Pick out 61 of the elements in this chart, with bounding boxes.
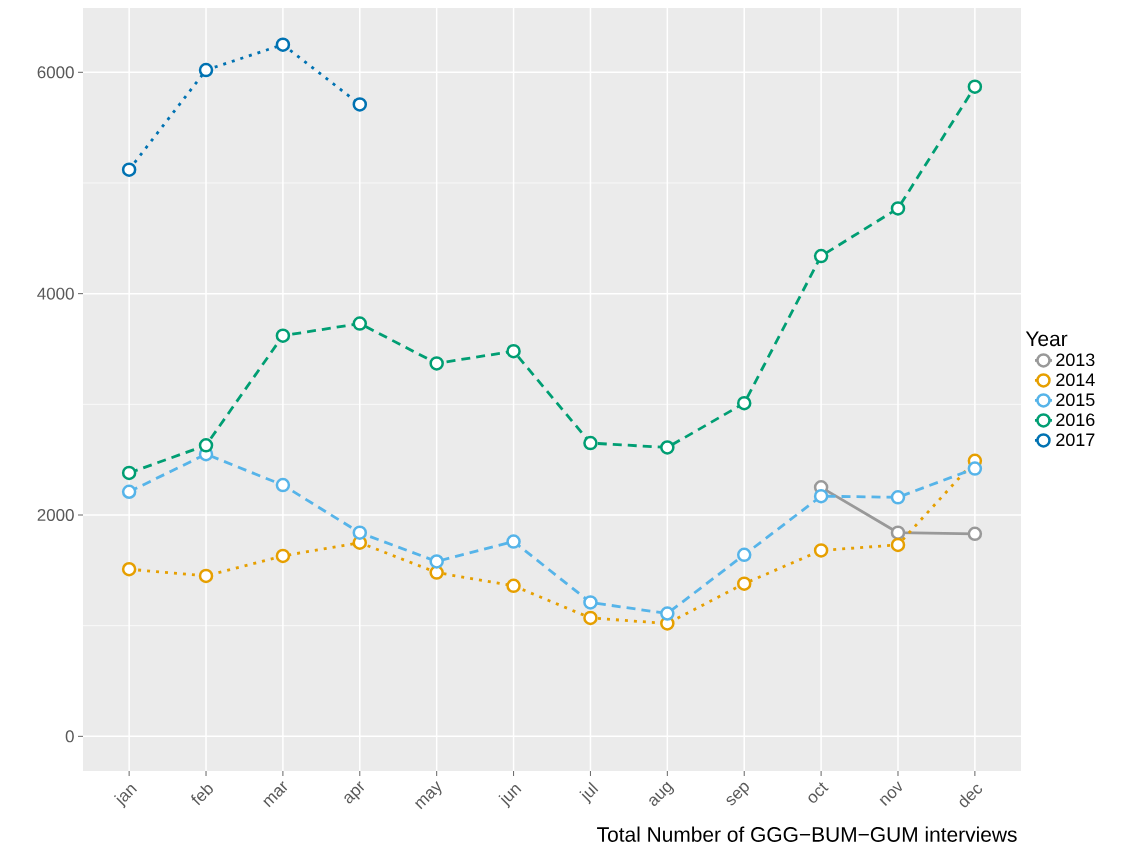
point xyxy=(967,526,983,542)
point xyxy=(890,525,906,540)
point xyxy=(121,162,137,177)
point xyxy=(967,461,983,476)
point xyxy=(275,328,291,343)
x-tick-label: jul xyxy=(579,781,599,805)
x-tick-label: aug xyxy=(649,781,675,807)
point xyxy=(429,565,444,580)
legend-label: 2017 xyxy=(1056,433,1095,447)
point xyxy=(275,477,291,493)
x-tick-label: apr xyxy=(344,781,365,804)
x-tick-label: mar xyxy=(263,781,288,808)
legend-title: Year xyxy=(1025,331,1068,347)
x-tick-label: sep xyxy=(726,782,749,806)
legend-label: 2013 xyxy=(1056,353,1095,367)
point xyxy=(813,488,829,504)
point xyxy=(583,595,598,610)
point xyxy=(121,484,137,500)
point xyxy=(736,547,752,563)
point xyxy=(352,316,368,331)
point xyxy=(660,440,675,455)
point xyxy=(813,248,829,264)
point xyxy=(660,606,675,621)
y-tick-label: 0 xyxy=(65,730,74,743)
x-tick-label: jan xyxy=(113,785,138,809)
x-tick-label: feb xyxy=(191,785,213,806)
y-tick-label: 4000 xyxy=(37,287,74,300)
point xyxy=(736,576,752,591)
x-tick-label: oct xyxy=(808,782,829,803)
legend-label: 2014 xyxy=(1056,373,1095,387)
point xyxy=(736,395,752,411)
x-tick-label: dec xyxy=(959,784,983,808)
legend-label: 2015 xyxy=(1056,393,1095,407)
point xyxy=(121,561,137,577)
x-tick-label: nov xyxy=(879,781,903,806)
y-tick-label: 2000 xyxy=(37,509,74,522)
x-axis-title: Total Number of GGG−BUM−GUM interviews xyxy=(597,826,1017,842)
point xyxy=(429,554,444,569)
point xyxy=(583,610,598,626)
point xyxy=(198,438,214,453)
point xyxy=(890,490,906,505)
point xyxy=(890,537,906,553)
point xyxy=(506,578,521,594)
point xyxy=(352,97,368,112)
point xyxy=(275,37,291,52)
point xyxy=(506,534,521,549)
x-tick-label: jun xyxy=(498,785,522,809)
legend-label: 2016 xyxy=(1056,413,1095,427)
point xyxy=(890,201,906,216)
y-tick-label: 6000 xyxy=(37,66,74,79)
point xyxy=(506,343,521,359)
point xyxy=(198,62,214,78)
point xyxy=(121,465,137,481)
point xyxy=(813,543,829,558)
point xyxy=(583,435,598,451)
point xyxy=(275,548,291,564)
point xyxy=(967,79,983,94)
point xyxy=(429,356,444,371)
point xyxy=(198,568,214,584)
point xyxy=(352,525,368,540)
x-tick-label: may xyxy=(414,781,442,810)
